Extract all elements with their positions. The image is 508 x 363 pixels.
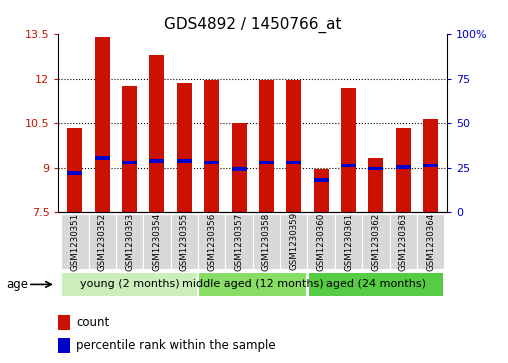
- Bar: [253, 213, 280, 269]
- Text: GSM1230358: GSM1230358: [262, 212, 271, 270]
- Bar: [204, 81, 219, 212]
- Text: GSM1230355: GSM1230355: [180, 212, 189, 270]
- Text: GSM1230352: GSM1230352: [98, 212, 107, 270]
- Text: young (2 months): young (2 months): [80, 280, 179, 289]
- Text: GSM1230359: GSM1230359: [289, 212, 298, 270]
- Bar: [88, 213, 116, 269]
- Bar: [396, 128, 411, 212]
- Bar: [286, 79, 301, 212]
- Text: GSM1230364: GSM1230364: [426, 212, 435, 270]
- Bar: [171, 213, 198, 269]
- Bar: [286, 160, 301, 164]
- Bar: [313, 170, 329, 212]
- Bar: [259, 160, 274, 164]
- Bar: [368, 158, 384, 212]
- Bar: [232, 167, 246, 171]
- Bar: [94, 156, 110, 160]
- Title: GDS4892 / 1450766_at: GDS4892 / 1450766_at: [164, 17, 341, 33]
- Bar: [307, 213, 335, 269]
- Bar: [58, 315, 70, 330]
- Text: GSM1230361: GSM1230361: [344, 212, 353, 270]
- Text: count: count: [76, 316, 109, 329]
- Bar: [199, 273, 306, 296]
- Bar: [308, 273, 443, 296]
- Bar: [177, 159, 192, 163]
- Bar: [423, 119, 438, 212]
- Bar: [58, 338, 70, 353]
- Text: GSM1230356: GSM1230356: [207, 212, 216, 270]
- Bar: [122, 160, 137, 164]
- Bar: [368, 167, 384, 170]
- Bar: [259, 81, 274, 212]
- Bar: [62, 273, 197, 296]
- Text: GSM1230353: GSM1230353: [125, 212, 134, 270]
- Text: GSM1230357: GSM1230357: [235, 212, 243, 270]
- Bar: [335, 213, 362, 269]
- Bar: [68, 171, 82, 175]
- Bar: [362, 213, 390, 269]
- Bar: [341, 164, 356, 167]
- Bar: [61, 213, 88, 269]
- Bar: [396, 166, 411, 169]
- Bar: [149, 159, 165, 163]
- Bar: [280, 213, 307, 269]
- Bar: [94, 37, 110, 212]
- Bar: [226, 213, 253, 269]
- Bar: [116, 213, 143, 269]
- Bar: [122, 86, 137, 212]
- Text: GSM1230354: GSM1230354: [152, 212, 162, 270]
- Bar: [198, 213, 226, 269]
- Text: age: age: [6, 278, 28, 291]
- Bar: [313, 178, 329, 182]
- Bar: [423, 164, 438, 167]
- Bar: [204, 160, 219, 164]
- Bar: [68, 128, 82, 212]
- Bar: [143, 213, 171, 269]
- Bar: [177, 83, 192, 212]
- Text: middle aged (12 months): middle aged (12 months): [182, 280, 324, 289]
- Bar: [390, 213, 417, 269]
- Bar: [417, 213, 444, 269]
- Text: GSM1230351: GSM1230351: [70, 212, 79, 270]
- Text: percentile rank within the sample: percentile rank within the sample: [76, 339, 275, 352]
- Text: GSM1230362: GSM1230362: [371, 212, 380, 270]
- Text: GSM1230363: GSM1230363: [399, 212, 408, 270]
- Bar: [341, 88, 356, 212]
- Bar: [149, 55, 165, 212]
- Text: GSM1230360: GSM1230360: [316, 212, 326, 270]
- Text: aged (24 months): aged (24 months): [326, 280, 426, 289]
- Bar: [232, 123, 246, 212]
